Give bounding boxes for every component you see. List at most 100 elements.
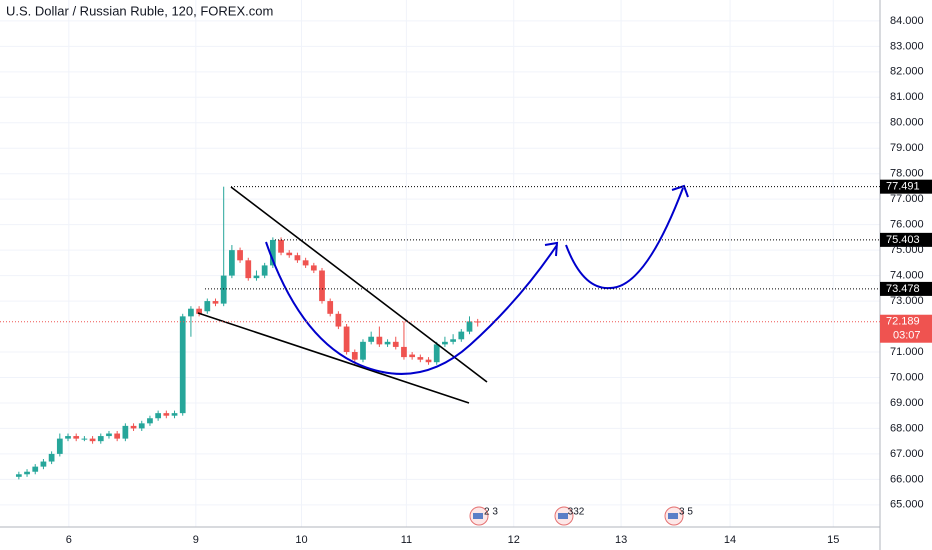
level-label-box (880, 232, 932, 247)
trend-line (230, 186, 488, 383)
candle-body (286, 252, 293, 256)
drawings (197, 184, 689, 404)
candle-body (56, 438, 63, 454)
x-tick-label: 14 (724, 534, 736, 546)
y-tick-label: 76.000 (890, 219, 924, 231)
levels: 77.491 75.403 73.478 72.189 03:07 (0, 179, 932, 343)
candle-body (65, 436, 71, 439)
candle-body (458, 331, 465, 340)
candle-body (302, 260, 309, 266)
candle-body (327, 301, 334, 314)
y-tick-label: 83.000 (890, 40, 924, 52)
candle-body (89, 438, 96, 442)
event-label: 3 5 (679, 507, 693, 518)
y-tick-label: 78.000 (890, 168, 924, 180)
x-tick-label: 15 (827, 534, 839, 546)
y-tick-label: 80.000 (890, 117, 924, 129)
level-label: 77.491 (886, 181, 920, 193)
y-tick-label: 66.000 (890, 473, 924, 485)
x-tick-label: 13 (615, 534, 627, 546)
x-tick-label: 9 (193, 534, 199, 546)
candle-body (114, 433, 121, 439)
last-price-label: 72.189 (886, 316, 920, 328)
candle-body (237, 250, 243, 261)
x-tick-label: 10 (295, 534, 307, 546)
event-flag (668, 513, 678, 519)
level-label-box (880, 281, 932, 296)
candle-body (360, 341, 366, 360)
candle-body (401, 346, 407, 358)
y-tick-label: 65.000 (890, 499, 924, 511)
grid (0, 0, 880, 527)
event-flag (558, 513, 568, 519)
y-tick-label: 71.000 (890, 346, 924, 358)
candle-body (24, 471, 30, 475)
candle-body (278, 239, 284, 253)
candle-body (32, 466, 39, 472)
y-tick-label: 69.000 (890, 397, 924, 409)
candle-body (138, 423, 145, 429)
event-flag (473, 513, 483, 519)
candle-body (147, 418, 153, 424)
trend-line (197, 312, 470, 404)
candle-body (310, 265, 317, 271)
countdown: 03:07 (893, 330, 921, 342)
projection-curve (265, 241, 558, 375)
candles (15, 186, 481, 480)
candle-body (81, 438, 88, 440)
axes: 84.000 83.000 82.000 81.000 80.000 79.000 78.0… (66, 15, 924, 546)
last-price-box (880, 314, 932, 343)
y-tick-label: 74.000 (890, 270, 924, 282)
candle-body (450, 339, 456, 342)
candle-body (163, 413, 170, 416)
candle-body (188, 308, 194, 317)
x-tick-label: 6 (66, 534, 72, 546)
level-label: 75.403 (886, 234, 920, 246)
candle-body (40, 461, 47, 467)
y-tick-label: 70.000 (890, 371, 924, 383)
event-label: 332 (568, 507, 585, 518)
candle-body (155, 413, 162, 419)
event-label: 2 3 (484, 507, 498, 518)
arrow-head (544, 241, 559, 257)
y-tick-label: 67.000 (890, 448, 924, 460)
candle-body (425, 359, 432, 363)
candle-body (196, 308, 202, 314)
y-tick-label: 81.000 (890, 91, 924, 103)
candle-body (204, 301, 211, 312)
candle-body (433, 344, 440, 363)
candle-body (343, 326, 350, 353)
candle-body (229, 250, 235, 276)
chart-title: U.S. Dollar / Russian Ruble, 120, FOREX.… (6, 3, 273, 18)
y-tick-label: 73.000 (890, 295, 924, 307)
candle-body (261, 265, 268, 276)
candle-body (97, 436, 104, 442)
candle-body (417, 357, 424, 360)
candle-body (73, 436, 80, 439)
candle-body (130, 425, 137, 429)
candle-body (212, 301, 219, 304)
y-tick-label: 68.000 (890, 422, 924, 434)
x-tick-label: 12 (508, 534, 520, 546)
y-tick-label: 77.000 (890, 193, 924, 205)
candle-body (171, 413, 178, 416)
candle-body (442, 341, 448, 345)
y-tick-label: 84.000 (890, 15, 924, 27)
candle-body (48, 453, 55, 462)
y-tick-label: 79.000 (890, 142, 924, 154)
candle-body (351, 352, 358, 360)
arrow-head (671, 184, 689, 198)
candle-body (106, 433, 112, 437)
y-tick-label: 82.000 (890, 66, 924, 78)
candle-body (335, 313, 342, 327)
candle-body (319, 270, 325, 302)
candle-body (253, 275, 260, 279)
candle-body (294, 255, 301, 261)
candle-body (245, 260, 252, 279)
level-label: 73.478 (886, 283, 920, 295)
candle-body (122, 425, 129, 439)
y-tick-label: 75.000 (890, 244, 924, 256)
candle-body (376, 336, 383, 345)
